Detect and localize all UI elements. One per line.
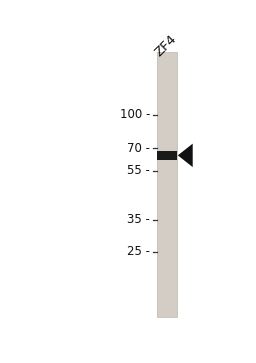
- Text: ZF4: ZF4: [153, 32, 180, 59]
- Text: 100 -: 100 -: [120, 108, 150, 121]
- Text: 35 -: 35 -: [127, 213, 150, 226]
- Polygon shape: [178, 144, 193, 167]
- Text: 25 -: 25 -: [127, 245, 150, 258]
- Text: 70 -: 70 -: [127, 142, 150, 155]
- Text: 55 -: 55 -: [127, 164, 150, 177]
- Bar: [157, 52, 177, 318]
- Bar: [157, 151, 177, 160]
